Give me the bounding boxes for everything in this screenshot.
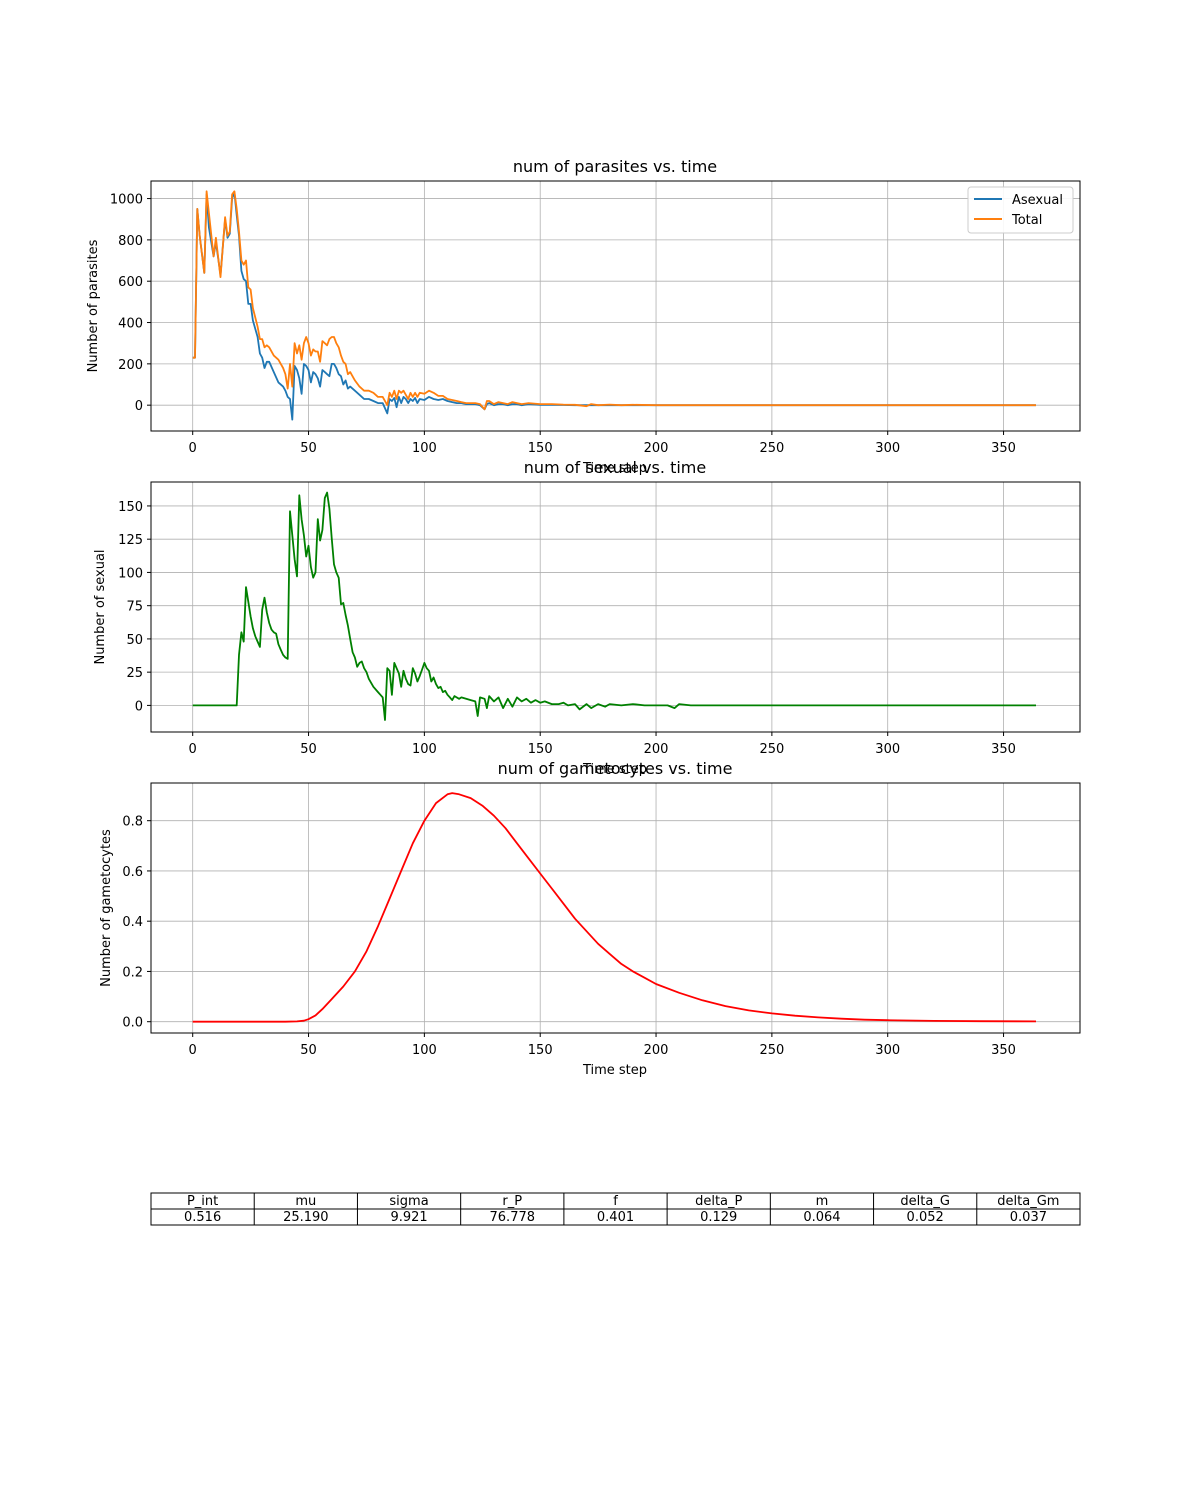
x-tick-label: 50 <box>300 1043 317 1058</box>
sexual-panel: num of sexual vs. time Time step Number … <box>93 458 1081 777</box>
x-tick-label: 100 <box>412 1043 437 1058</box>
y-tick-label: 0.0 <box>122 1016 143 1031</box>
x-tick-label: 50 <box>300 441 317 456</box>
parasites-panel: num of parasites vs. time Time step Numb… <box>86 157 1081 476</box>
x-tick-label: 300 <box>875 742 900 757</box>
x-tick-label: 150 <box>528 441 553 456</box>
table-header-cell: r_P <box>502 1194 522 1209</box>
plot-frame <box>150 782 1081 1034</box>
table-header-cell: P_int <box>187 1194 218 1209</box>
x-tick-label: 350 <box>991 441 1016 456</box>
y-tick-label: 400 <box>118 317 143 332</box>
legend-label-asexual: Asexual <box>1012 193 1063 208</box>
sexual-ylabel: Number of sexual <box>93 549 108 664</box>
table-value-cell: 0.052 <box>907 1210 944 1225</box>
table-value-cell: 0.037 <box>1010 1210 1047 1225</box>
table-header-cell: sigma <box>389 1194 428 1209</box>
x-tick-label: 150 <box>528 742 553 757</box>
gametocytes-xlabel: Time step <box>582 1063 647 1078</box>
y-tick-label: 0.6 <box>122 865 143 880</box>
table-header-cell: delta_G <box>900 1194 950 1209</box>
table-value-cell: 0.516 <box>184 1210 221 1225</box>
table-value-cell: 76.778 <box>490 1210 536 1225</box>
y-tick-label: 75 <box>126 600 143 615</box>
table-value-cell: 0.401 <box>597 1210 634 1225</box>
parasites-title: num of parasites vs. time <box>513 157 717 176</box>
x-tick-label: 50 <box>300 742 317 757</box>
y-tick-label: 200 <box>118 358 143 373</box>
y-tick-label: 0 <box>135 699 143 714</box>
y-tick-label: 0.8 <box>122 815 143 830</box>
x-tick-label: 300 <box>875 441 900 456</box>
table-header-cell: delta_Gm <box>997 1194 1059 1209</box>
table-header-cell: delta_P <box>695 1194 742 1209</box>
x-tick-label: 250 <box>759 441 784 456</box>
gametocytes-panel: num of gametocytes vs. time Time step Nu… <box>99 759 1081 1078</box>
y-tick-label: 0.4 <box>122 915 143 930</box>
gametocytes-title: num of gametocytes vs. time <box>498 759 733 778</box>
table-value-cell: 0.064 <box>803 1210 840 1225</box>
series-line-asexual <box>192 191 1036 421</box>
table-value-cell: 25.190 <box>283 1210 329 1225</box>
x-tick-label: 200 <box>644 441 669 456</box>
x-tick-label: 350 <box>991 742 1016 757</box>
table-value-cell: 0.129 <box>700 1210 737 1225</box>
parasites-ylabel: Number of parasites <box>86 239 101 372</box>
x-tick-label: 0 <box>189 742 197 757</box>
y-tick-label: 1000 <box>110 193 143 208</box>
table-header-cell: mu <box>295 1194 316 1209</box>
sexual-title: num of sexual vs. time <box>524 458 706 477</box>
x-tick-label: 200 <box>644 742 669 757</box>
series-line-2 <box>192 792 1037 1023</box>
y-tick-label: 125 <box>118 533 143 548</box>
x-tick-label: 100 <box>412 441 437 456</box>
x-tick-label: 350 <box>991 1043 1016 1058</box>
table-header-cell: f <box>613 1194 618 1209</box>
plot-frame <box>150 481 1081 733</box>
x-tick-label: 100 <box>412 742 437 757</box>
x-tick-label: 250 <box>759 742 784 757</box>
parameters-table: P_int mu sigma r_P f delta_P m delta_G delta_Gm0… <box>150 1192 1081 1226</box>
table-value-cell: 9.921 <box>390 1210 427 1225</box>
y-tick-label: 0.2 <box>122 965 143 980</box>
gametocytes-ylabel: Number of gametocytes <box>99 829 114 987</box>
x-tick-label: 200 <box>644 1043 669 1058</box>
x-tick-label: 150 <box>528 1043 553 1058</box>
sexual-xlabel: Time step <box>582 762 647 777</box>
y-tick-label: 800 <box>118 234 143 249</box>
x-tick-label: 250 <box>759 1043 784 1058</box>
x-tick-label: 0 <box>189 441 197 456</box>
series-line-1 <box>192 491 1036 721</box>
legend-label-total: Total <box>1011 213 1042 228</box>
y-tick-label: 50 <box>126 633 143 648</box>
y-tick-label: 100 <box>118 566 143 581</box>
y-tick-label: 25 <box>126 666 143 681</box>
series-line-total <box>192 190 1036 411</box>
parasites-legend: Asexual Total <box>967 186 1074 234</box>
x-tick-label: 300 <box>875 1043 900 1058</box>
parasites-xlabel: Time step <box>582 461 647 476</box>
y-tick-label: 0 <box>135 399 143 414</box>
x-tick-label: 0 <box>189 1043 197 1058</box>
y-tick-label: 600 <box>118 275 143 290</box>
table-header-cell: m <box>816 1194 829 1209</box>
y-tick-label: 150 <box>118 500 143 515</box>
plot-frame <box>150 180 1081 432</box>
